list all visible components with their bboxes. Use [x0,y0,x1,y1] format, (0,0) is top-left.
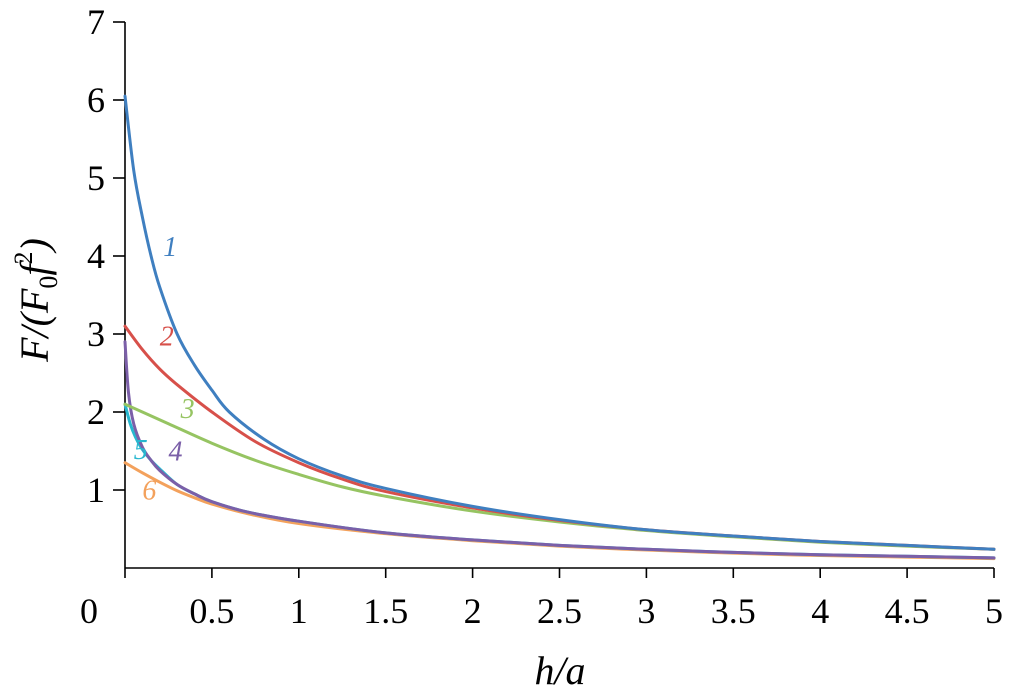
y-tick-label: 1 [87,470,105,510]
series-line-4 [123,340,996,560]
series-label-3: 3 [180,394,195,425]
y-tick-label: 3 [87,314,105,354]
x-tick-label: 2.5 [537,591,582,631]
series-label-4: 4 [168,436,182,467]
x-axis-title: h/a [534,648,585,693]
y-tick-label: 7 [87,2,105,42]
y-axis-title-superscript: 2 [9,251,38,264]
x-tick-label: 2 [464,591,482,631]
x-ticks: 0 0.5 1 1.5 2 2.5 3 3.5 4 4.5 5 [80,568,1003,631]
series-line-1 [123,94,996,551]
x-tick-label: 1.5 [363,591,408,631]
series-lines [123,94,996,561]
axes [124,22,994,569]
y-axis-title-close: ) [12,238,57,253]
x-tick-label: 5 [985,591,1003,631]
x-tick-label: 0 [80,591,98,631]
y-axis-title: F/(F0f2) [9,238,63,363]
series-label-5: 5 [134,435,148,466]
series-line-3 [123,402,996,551]
x-tick-label: 1 [290,591,308,631]
series-label-1: 1 [163,232,177,263]
y-ticks: 1 2 3 4 5 6 7 [87,2,125,510]
series-labels: 1 2 3 45 6 [134,232,195,506]
x-tick-label: 3 [637,591,655,631]
y-tick-label: 5 [87,158,105,198]
y-tick-label: 4 [87,236,105,276]
x-tick-label: 0.5 [189,591,234,631]
y-tick-label: 2 [87,392,105,432]
x-tick-label: 4 [811,591,829,631]
series-line-5 [123,402,996,560]
series-label-2: 2 [160,322,174,353]
x-tick-label: 3.5 [711,591,756,631]
series-label-6: 6 [142,475,156,506]
x-tick-label: 4.5 [885,591,930,631]
y-tick-label: 6 [87,80,105,120]
y-axis-title-subscript: 0 [34,276,63,289]
